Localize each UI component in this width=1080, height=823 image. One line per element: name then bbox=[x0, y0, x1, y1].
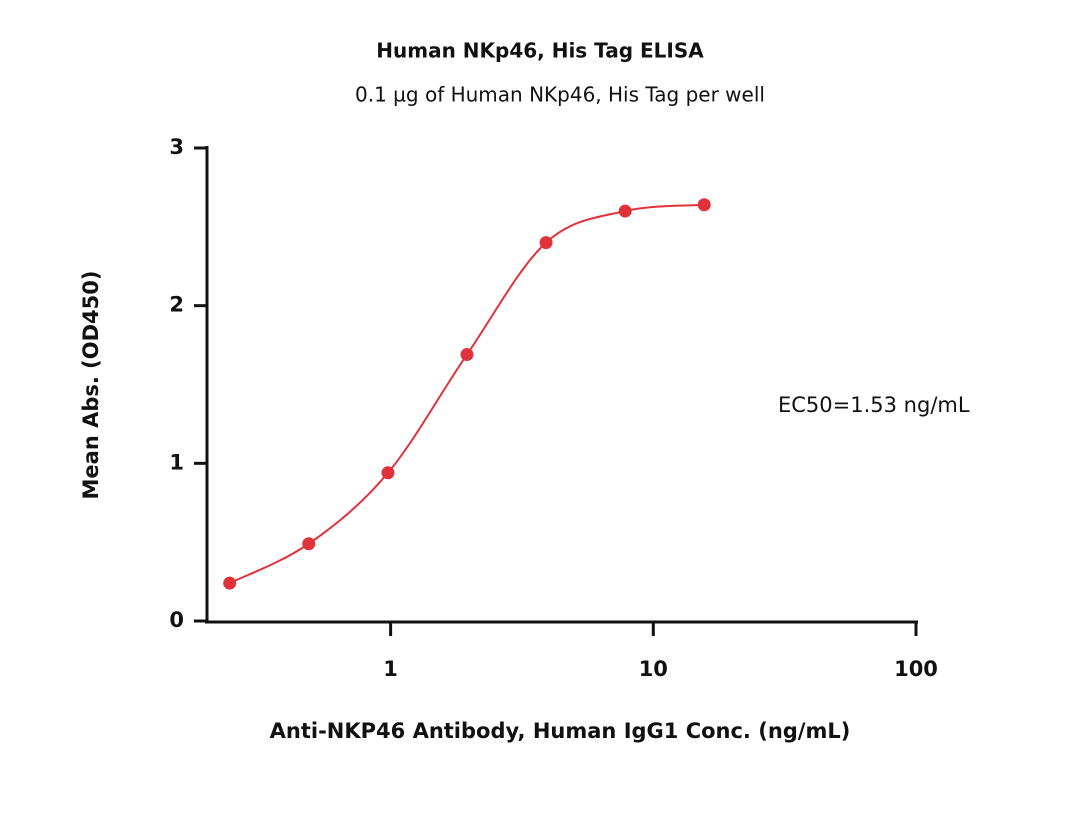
y-tick-label: 1 bbox=[169, 450, 184, 474]
point bbox=[697, 198, 711, 212]
y-tick-label: 2 bbox=[169, 293, 184, 317]
x-tick-label: 1 bbox=[383, 657, 398, 681]
x-tick-label: 100 bbox=[894, 657, 938, 681]
point bbox=[539, 236, 553, 250]
x-tick-label: 10 bbox=[639, 657, 668, 681]
point bbox=[460, 348, 474, 362]
point bbox=[381, 466, 395, 480]
x-axis-label: Anti-NKP46 Antibody, Human IgG1 Conc. (n… bbox=[270, 719, 851, 743]
point bbox=[223, 576, 237, 590]
curve bbox=[229, 203, 705, 585]
chart-title: Human NKp46, His Tag ELISA bbox=[376, 39, 704, 63]
point bbox=[618, 204, 632, 218]
annotation: EC50=1.53 ng/mL bbox=[778, 393, 970, 417]
point bbox=[302, 537, 316, 551]
y-axis-label: Mean Abs. (OD450) bbox=[79, 271, 103, 500]
y-tick-label: 3 bbox=[169, 135, 184, 159]
y-tick-label: 0 bbox=[169, 608, 184, 632]
chart-subtitle: 0.1 µg of Human NKp46, His Tag per well bbox=[355, 83, 765, 107]
